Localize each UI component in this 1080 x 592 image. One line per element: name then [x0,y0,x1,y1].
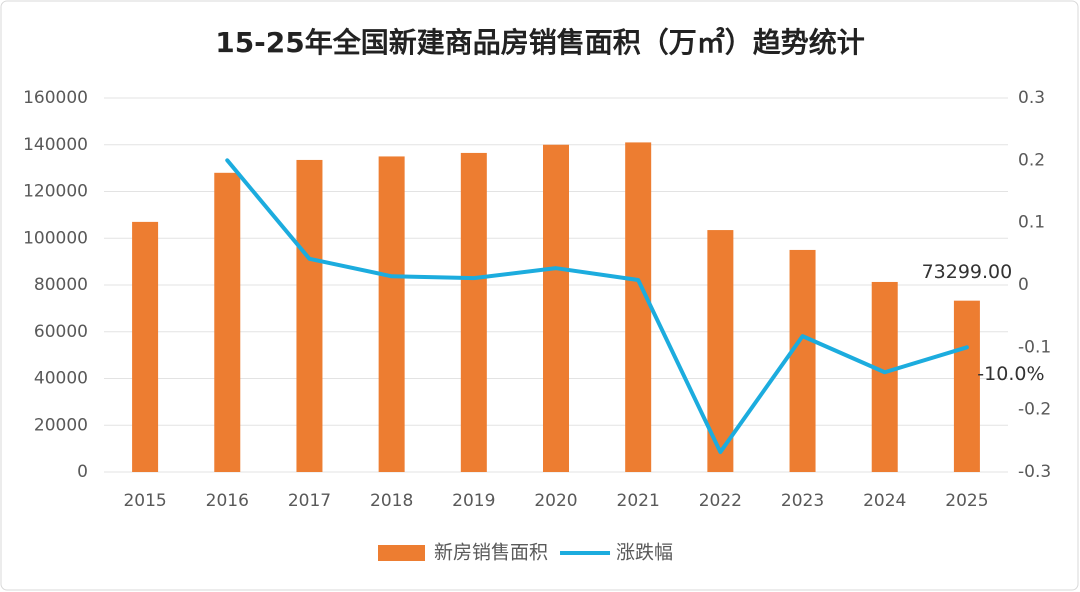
bar [460,152,487,472]
y-tick-label: 20000 [34,415,88,435]
y-tick-label: 100000 [23,228,88,248]
y-tick-label: 120000 [23,182,88,202]
x-tick-label: 2022 [699,491,742,511]
legend-label: 新房销售面积 [434,542,548,564]
x-tick-label: 2023 [781,491,824,511]
bar [543,144,569,472]
x-tick-label: 2018 [370,491,413,511]
y2-tick-label: -0.3 [1018,462,1051,482]
x-tick-label: 2025 [945,491,988,511]
legend-label: 涨跌幅 [616,542,673,564]
y2-tick-label: 0.2 [1018,150,1045,170]
chart-title: 15-25年全国新建商品房销售面积（万㎡）趋势统计 [215,26,865,59]
y-tick-label: 140000 [23,135,88,155]
x-tick-label: 2019 [452,491,495,511]
y-tick-label: 80000 [34,275,88,295]
legend-swatch [378,545,425,561]
x-tick-label: 2020 [534,491,577,511]
y2-tick-label: 0.3 [1018,88,1045,108]
y2-tick-label: -0.2 [1018,400,1051,420]
y2-tick-label: 0.1 [1018,213,1045,233]
bar [132,221,159,472]
line [225,158,969,455]
data-label: -10.0% [977,363,1044,385]
y-tick-label: 160000 [23,88,88,108]
bar [296,159,323,472]
x-tick-label: 2017 [288,491,331,511]
x-tick-label: 2015 [123,491,166,511]
y2-tick-label: -0.1 [1018,337,1051,357]
x-tick-label: 2016 [206,491,249,511]
bar [953,300,980,472]
bar [871,281,898,472]
bar [214,172,241,473]
y-tick-label: 60000 [34,322,88,342]
bar [378,156,405,472]
bar [789,249,816,472]
y2-tick-label: 0 [1018,275,1029,295]
bar [625,142,652,472]
y-tick-label: 40000 [34,369,88,389]
x-tick-label: 2021 [617,491,660,511]
y-tick-label: 0 [77,462,88,482]
x-tick-label: 2024 [863,491,906,511]
data-label: 73299.00 [922,261,1013,283]
